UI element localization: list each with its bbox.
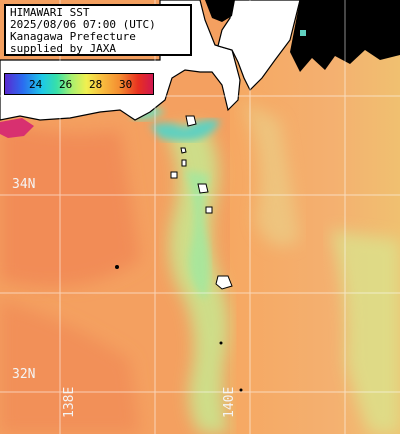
warm-water-southwest <box>0 300 140 434</box>
info-line-region: Kanagawa Prefecture <box>10 30 136 43</box>
island-mikurajima <box>205 206 213 214</box>
color-scale-tick-24: 24 <box>29 78 43 91</box>
color-scale-bar: 24 26 28 30 <box>4 73 154 95</box>
lon-label-140e: 140E <box>222 386 237 418</box>
lat-label-34n: 34N <box>12 177 36 192</box>
info-line-datetime: 2025/08/06 07:00 (UTC) <box>10 18 156 31</box>
cool-water-central <box>240 100 300 247</box>
cloud-mask-north <box>205 0 235 22</box>
island-hachijojima <box>215 275 233 290</box>
cloud-dot-2 <box>239 388 243 392</box>
land-boso <box>217 0 301 92</box>
hot-spot-west <box>0 118 34 138</box>
info-line-product: HIMAWARI SST <box>10 6 90 19</box>
cloud-gap <box>300 30 306 36</box>
island-kozushima <box>170 171 178 179</box>
cool-water-east <box>330 230 400 434</box>
island-oshima <box>185 115 197 127</box>
island-toshima <box>180 147 187 154</box>
cool-front-core <box>185 170 210 300</box>
island-niijima <box>181 159 187 167</box>
warm-water-west <box>0 120 140 287</box>
cloud-dot-1 <box>115 265 119 269</box>
info-line-supplier: supplied by JAXA <box>10 42 116 55</box>
lat-label-32n: 32N <box>12 367 36 382</box>
color-scale-tick-30: 30 <box>119 78 133 91</box>
island-miyakejima <box>197 183 209 194</box>
color-scale-tick-26: 26 <box>59 78 73 91</box>
island-aogashima <box>219 341 223 345</box>
color-scale-tick-28: 28 <box>89 78 103 91</box>
cold-water-bay-mouth <box>150 119 220 141</box>
info-box: HIMAWARI SST 2025/08/06 07:00 (UTC) Kana… <box>4 4 192 56</box>
lon-label-138e: 138E <box>62 386 77 418</box>
